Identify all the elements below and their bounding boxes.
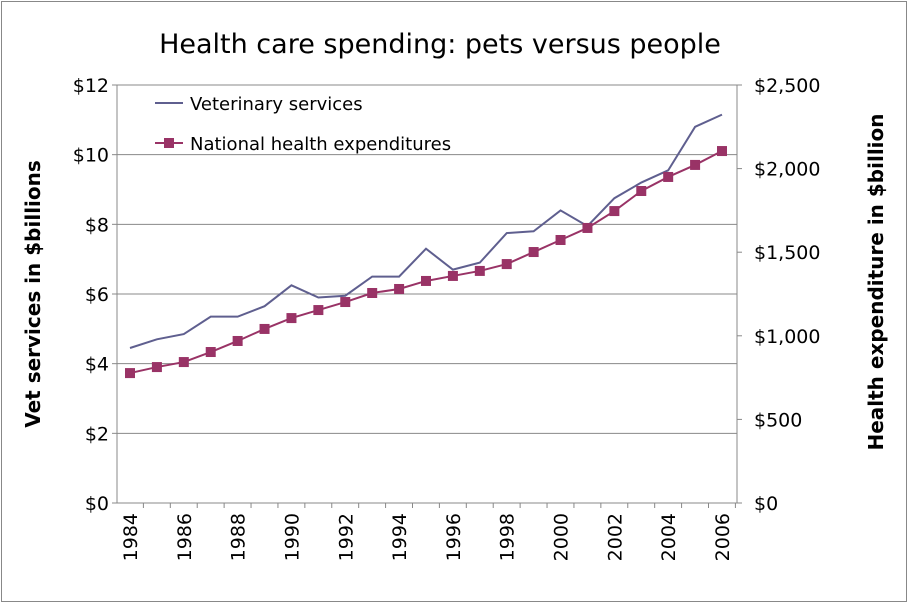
data-point-1 [367, 287, 378, 298]
y2-tick-label: $1,500 [754, 242, 820, 264]
y-tick-label: $10 [73, 145, 109, 167]
data-point-1 [205, 347, 216, 358]
x-tick-label: 1988 [228, 513, 250, 561]
data-point-1 [609, 206, 620, 217]
data-point-1 [259, 323, 270, 334]
data-point-1 [340, 297, 351, 308]
data-point-1 [394, 283, 405, 294]
data-point-1 [447, 270, 458, 281]
x-tick-label: 1998 [497, 513, 519, 561]
series-line-1 [129, 150, 723, 375]
data-point-1 [313, 305, 324, 316]
legend-label-national: National health expenditures [190, 134, 451, 155]
legend-label-veterinary: Veterinary services [190, 94, 363, 115]
x-tick-label: 2000 [551, 513, 573, 561]
data-point-1 [717, 146, 727, 157]
x-tick-label: 1994 [389, 513, 411, 561]
y2-tick-label: $2,000 [754, 159, 820, 181]
data-point-1 [474, 265, 485, 276]
y2-tick-label: $1,000 [754, 326, 820, 348]
chart-title: Health care spending: pets versus people [159, 29, 721, 60]
y-tick-label: $12 [73, 75, 109, 97]
data-point-1 [501, 259, 512, 270]
x-tick-label: 1986 [174, 513, 196, 561]
legend-marker-national [164, 138, 174, 148]
y-tick-label: $0 [85, 493, 109, 515]
data-point-1 [178, 357, 189, 368]
y-axis-label: Vet services in $billions [21, 160, 45, 428]
data-point-1 [421, 275, 431, 286]
x-tick-label: 1996 [443, 513, 465, 561]
legend: Veterinary services National health expe… [155, 94, 451, 155]
data-point-1 [582, 222, 593, 233]
x-tick-label: 1984 [120, 513, 142, 561]
data-point-1 [636, 186, 647, 197]
y-tick-label: $6 [85, 284, 109, 306]
x-tick-label: 2004 [658, 513, 680, 561]
series-line-0 [129, 113, 723, 349]
data-point-1 [286, 313, 297, 324]
y2-tick-label: $500 [754, 409, 802, 431]
y2-axis-label: Health expenditure in $billion [864, 113, 888, 450]
data-point-1 [125, 368, 135, 379]
data-point-1 [232, 335, 243, 346]
y-tick-label: $4 [85, 354, 109, 376]
y2-tick-label: $0 [754, 493, 778, 515]
x-tick-label: 1990 [281, 513, 303, 561]
y2-tick-label: $2,500 [754, 75, 820, 97]
x-tick-label: 2002 [604, 513, 626, 561]
y-tick-label: $8 [85, 214, 109, 236]
data-point-1 [690, 159, 701, 170]
data-point-1 [663, 171, 674, 182]
data-point-1 [528, 247, 539, 258]
y-tick-label: $2 [85, 423, 109, 445]
data-point-1 [555, 234, 566, 245]
x-tick-label: 2006 [712, 513, 734, 561]
x-tick-label: 1992 [335, 513, 357, 561]
data-point-1 [151, 362, 162, 373]
